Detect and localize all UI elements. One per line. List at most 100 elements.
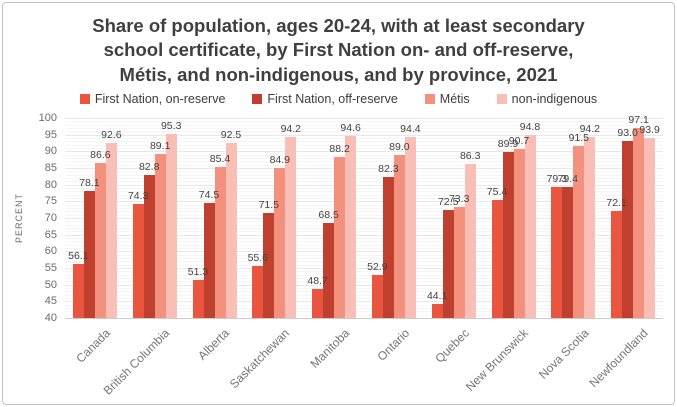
gridline-major (65, 251, 663, 252)
bar-non-indigenous-8 (584, 137, 596, 318)
gridline-major (65, 168, 663, 169)
bar-first-nation-off-reserve-0 (83, 191, 95, 318)
gridline-minor (65, 291, 663, 292)
gridline-minor (65, 221, 663, 222)
gridline-minor (65, 208, 663, 209)
legend-label: non-indigenous (511, 92, 598, 106)
gridline-minor (65, 258, 663, 259)
bar-m-tis-5 (393, 154, 405, 318)
legend-item-1: First Nation, off-reserve (252, 92, 398, 106)
bar-value-label: 89.9 (497, 137, 519, 150)
bar-value-label: 51.3 (187, 266, 209, 279)
bar-value-label: 94.2 (579, 123, 601, 136)
gridline-minor (65, 225, 663, 226)
gridline-major (65, 268, 663, 269)
bar-non-indigenous-7 (524, 135, 536, 318)
bar-value-label: 82.8 (138, 161, 160, 174)
gridline-minor (65, 315, 663, 316)
bar-value-label: 92.5 (220, 129, 242, 141)
legend-swatch-icon (79, 94, 90, 104)
bar-value-label: 79.3 (546, 173, 568, 185)
gridline-major (65, 201, 663, 202)
x-axis-tick-label: Quebec (431, 326, 472, 366)
bar-value-label: 86.3 (459, 149, 481, 162)
gridline-minor (65, 171, 663, 172)
gridline-major (65, 118, 663, 119)
bar-m-tis-6 (453, 207, 465, 318)
y-axis-tick-label: 75 (44, 195, 57, 208)
bar-first-nation-on-reserve-9 (611, 211, 623, 318)
bar-non-indigenous-2 (225, 143, 237, 318)
gridline-minor (65, 138, 663, 139)
bar-value-label: 94.4 (400, 122, 421, 135)
bar-value-label: 84.9 (269, 154, 291, 167)
bar-value-label: 93.9 (639, 124, 660, 137)
bar-value-label: 89.0 (389, 140, 410, 153)
bar-value-label: 94.6 (340, 122, 361, 134)
bar-value-label: 52.9 (367, 261, 388, 273)
gridline-minor (65, 288, 663, 289)
bar-value-label: 56.1 (68, 250, 89, 263)
bar-non-indigenous-6 (464, 163, 476, 318)
y-axis-tick-label: 40 (44, 312, 57, 324)
y-axis-tick-label: 55 (44, 262, 57, 274)
bar-first-nation-on-reserve-4 (312, 289, 324, 318)
gridline-minor (65, 248, 663, 249)
gridline-major (65, 235, 663, 236)
gridline-minor (65, 195, 663, 196)
bar-value-label: 44.1 (426, 290, 448, 303)
bar-non-indigenous-5 (404, 136, 416, 318)
gridline-minor (65, 181, 663, 182)
gridline-minor (65, 141, 663, 142)
bar-value-label: 55.6 (247, 252, 269, 264)
bar-value-label: 78.1 (79, 177, 100, 189)
bar-first-nation-off-reserve-3 (263, 213, 275, 318)
bar-first-nation-off-reserve-6 (442, 209, 454, 318)
bar-value-label: 86.6 (90, 148, 111, 161)
bar-non-indigenous-1 (165, 133, 177, 318)
gridline-minor (65, 231, 663, 232)
gridline-minor (65, 165, 663, 166)
x-axis-tick-label: Alberta (195, 326, 233, 363)
bar-m-tis-2 (214, 166, 226, 318)
x-axis-tick-label: New Brunswick (463, 326, 532, 394)
bar-m-tis-9 (633, 127, 645, 318)
bar-first-nation-off-reserve-8 (562, 186, 574, 318)
gridline-minor (65, 298, 663, 299)
bar-first-nation-on-reserve-3 (252, 266, 264, 318)
bar-first-nation-off-reserve-2 (203, 203, 215, 318)
gridline-major (65, 151, 663, 152)
chart-title: Share of population, ages 20-24, with at… (23, 14, 654, 87)
bar-first-nation-on-reserve-8 (551, 187, 563, 318)
x-axis-tick-label: Saskatchewan (227, 326, 293, 392)
gridline-major (65, 135, 663, 136)
bar-first-nation-on-reserve-2 (192, 280, 204, 318)
gridline-minor (65, 178, 663, 179)
y-axis-tick-label: 45 (44, 295, 57, 308)
gridline-minor (65, 275, 663, 276)
bar-value-label: 75.4 (486, 186, 508, 198)
bar-m-tis-7 (513, 149, 525, 318)
bar-value-label: 74.3 (127, 189, 149, 202)
bar-first-nation-on-reserve-5 (371, 275, 383, 318)
bar-value-label: 91.5 (568, 132, 590, 145)
gridline-minor (65, 155, 663, 156)
gridline-minor (65, 245, 663, 246)
gridline-minor (65, 255, 663, 256)
gridline-minor (65, 145, 663, 146)
bar-m-tis-8 (573, 146, 585, 318)
gridline-minor (65, 265, 663, 266)
bar-value-label: 71.5 (258, 199, 280, 211)
gridline-minor (65, 295, 663, 296)
legend-item-3: non-indigenous (496, 92, 598, 106)
legend-item-2: Métis (424, 92, 470, 106)
y-axis-tick-label: 100 (38, 112, 57, 124)
bar-non-indigenous-9 (644, 138, 656, 318)
bar-value-label: 90.7 (508, 135, 530, 147)
chart-title-line-2: school certificate, by First Nation on- … (103, 39, 574, 61)
y-axis-tick-label: 80 (44, 178, 57, 191)
bar-first-nation-on-reserve-7 (491, 200, 503, 318)
gridline-minor (65, 305, 663, 306)
bar-value-label: 95.3 (160, 119, 182, 132)
bar-value-label: 72.1 (606, 197, 627, 209)
